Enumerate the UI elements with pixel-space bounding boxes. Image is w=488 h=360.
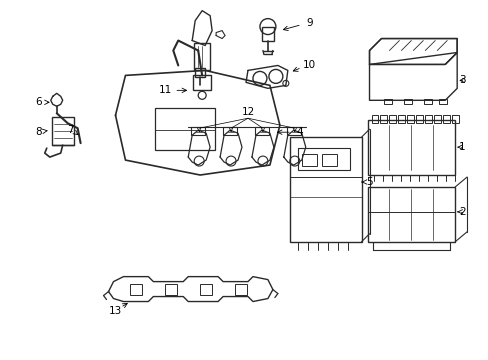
Text: 7: 7 xyxy=(67,125,74,135)
Text: 3: 3 xyxy=(458,75,465,85)
Bar xyxy=(371,115,378,123)
Bar xyxy=(200,284,212,294)
Bar xyxy=(398,115,405,123)
Bar xyxy=(155,108,215,150)
Text: 8: 8 xyxy=(36,127,42,137)
Bar xyxy=(442,115,449,123)
Bar xyxy=(367,187,454,242)
Bar xyxy=(191,127,205,135)
Bar xyxy=(321,154,336,166)
Text: 13: 13 xyxy=(109,306,122,316)
Bar xyxy=(195,68,205,77)
Bar xyxy=(424,99,431,104)
Bar xyxy=(301,154,316,166)
Bar xyxy=(193,75,211,90)
Bar xyxy=(262,27,273,41)
Bar xyxy=(438,99,447,104)
Bar xyxy=(297,148,349,170)
Bar xyxy=(380,115,386,123)
Bar xyxy=(407,115,413,123)
Bar xyxy=(194,42,210,71)
Text: 11: 11 xyxy=(159,85,172,95)
Text: 5: 5 xyxy=(366,177,372,187)
Text: 12: 12 xyxy=(241,107,254,117)
Bar xyxy=(388,115,396,123)
Text: 9: 9 xyxy=(306,18,312,28)
Bar xyxy=(425,115,431,123)
Bar xyxy=(451,115,458,123)
Bar xyxy=(289,137,361,242)
Bar xyxy=(52,117,74,145)
Bar xyxy=(286,127,300,135)
Text: 4: 4 xyxy=(296,127,303,137)
Bar xyxy=(384,99,392,104)
Text: 1: 1 xyxy=(458,142,465,152)
Bar xyxy=(415,115,423,123)
Bar xyxy=(367,120,454,175)
Bar xyxy=(223,127,237,135)
Bar xyxy=(254,127,268,135)
Bar xyxy=(165,284,177,294)
Bar xyxy=(404,99,411,104)
Text: 2: 2 xyxy=(458,207,465,217)
Text: 6: 6 xyxy=(36,97,42,107)
Text: 10: 10 xyxy=(303,60,316,71)
Bar xyxy=(235,284,246,294)
Bar xyxy=(433,115,440,123)
Bar xyxy=(130,284,142,294)
